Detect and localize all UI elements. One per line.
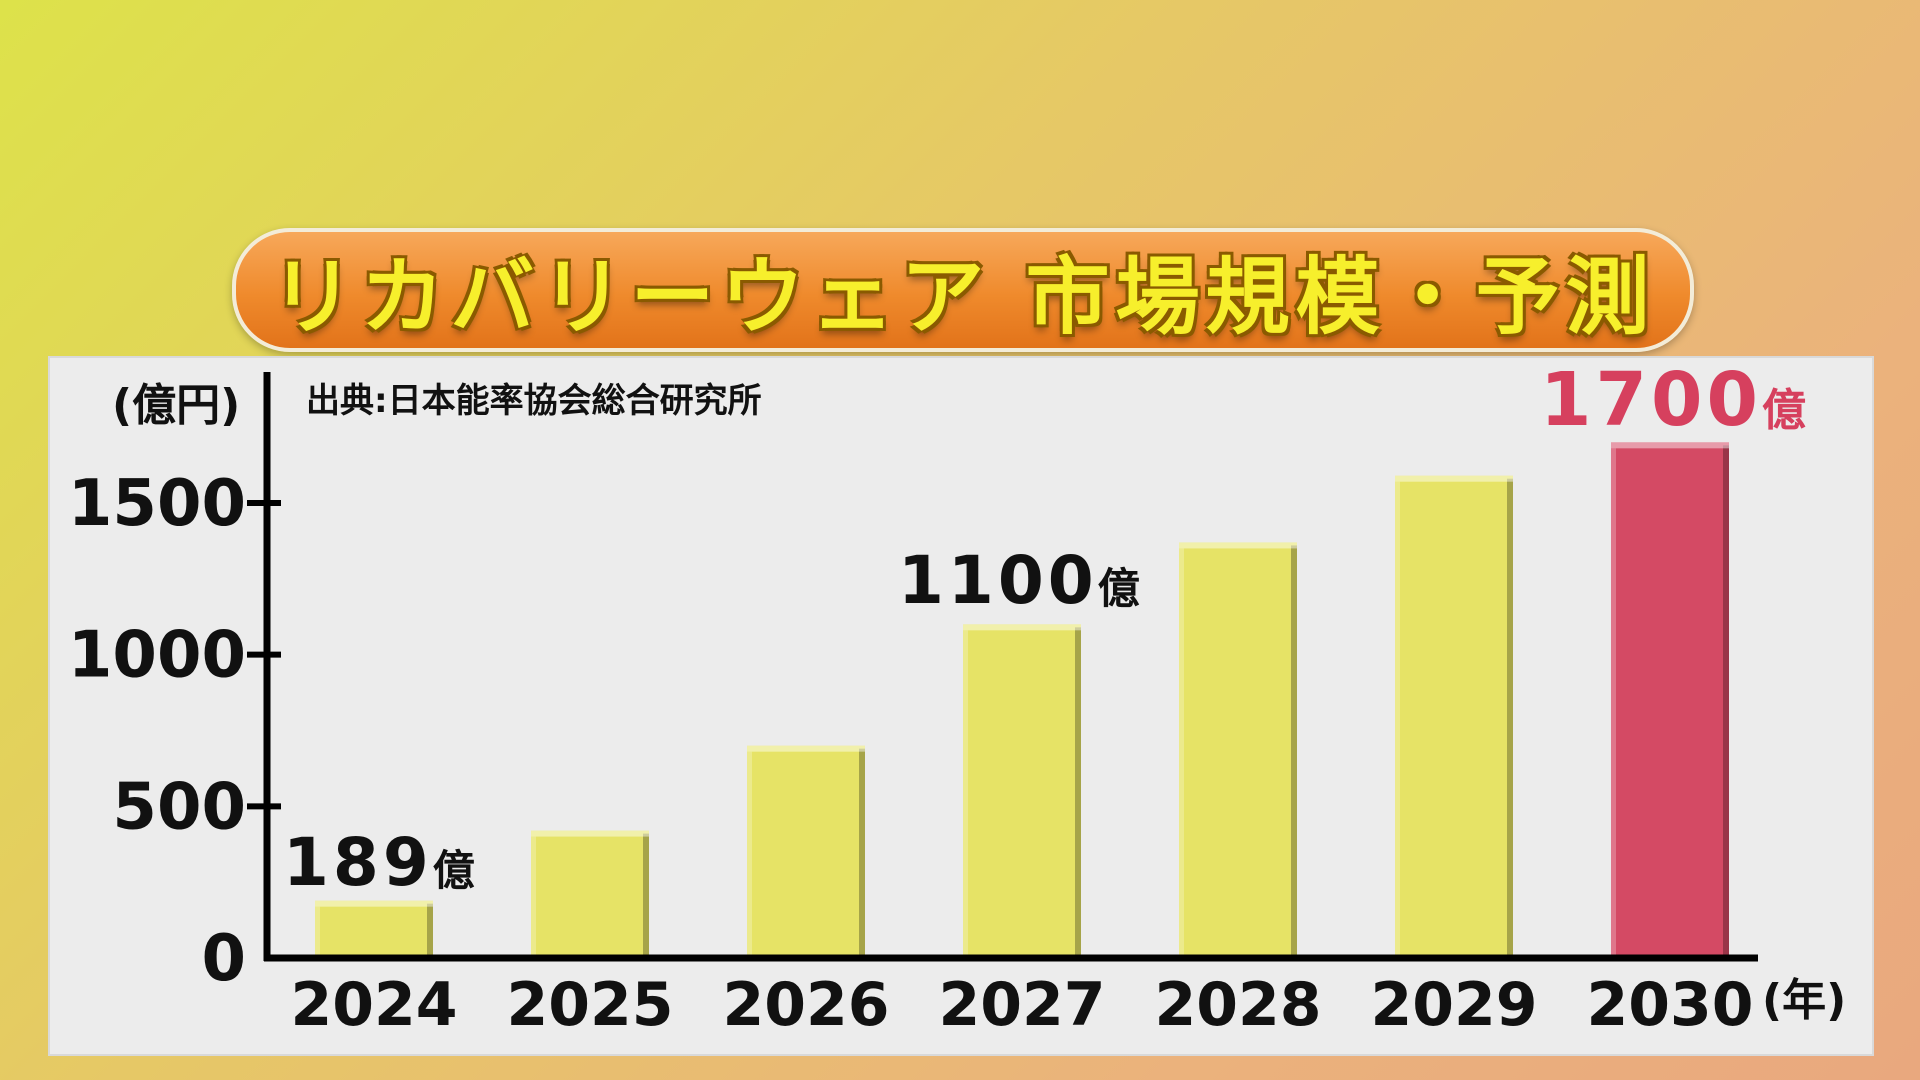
- data-label-unit: 億: [433, 846, 479, 895]
- bar-top-highlight: [1179, 542, 1297, 549]
- bar-side-shade: [427, 903, 433, 958]
- bar-left-highlight: [1395, 481, 1400, 958]
- bar-2029: [1395, 475, 1513, 958]
- chart-title-banner: リカバリーウェア 市場規模・予測: [232, 228, 1694, 352]
- bar-top-highlight: [1611, 442, 1729, 449]
- bar-top-highlight: [315, 900, 433, 907]
- x-tick-label: 2029: [1371, 970, 1538, 1040]
- bar-2027: [963, 624, 1081, 958]
- bar-left-highlight: [1179, 548, 1184, 958]
- bar-left-highlight: [531, 836, 536, 958]
- bar-top-highlight: [747, 745, 865, 752]
- y-tick-label: 500: [112, 770, 246, 844]
- x-tick-label: 2030: [1587, 970, 1754, 1040]
- bar-2025: [531, 830, 649, 958]
- bar-top-highlight: [531, 830, 649, 837]
- data-label-value: 1100: [898, 542, 1098, 619]
- y-tick-label: 1000: [68, 619, 246, 693]
- bar-side-shade: [1075, 627, 1081, 958]
- bar-body: [747, 745, 865, 958]
- bar-top-highlight: [1395, 475, 1513, 482]
- axes-group: [247, 372, 1758, 962]
- x-tick-label: 2024: [291, 970, 458, 1040]
- x-axis-label: (年): [1762, 975, 1846, 1026]
- bar-left-highlight: [315, 906, 320, 958]
- data-label-unit: 億: [1762, 385, 1810, 436]
- bars-group: [315, 442, 1729, 958]
- y-tick-label: 0: [201, 922, 246, 996]
- bar-2028: [1179, 542, 1297, 958]
- bar-left-highlight: [747, 751, 752, 958]
- bar-side-shade: [1507, 478, 1513, 958]
- y-axis-label: (億円): [112, 380, 240, 431]
- ticks-group: 2024 2025 2026 2027 2028 2029 2030 0 500 1000 1500: [68, 467, 1754, 1040]
- bar-side-shade: [1291, 545, 1297, 958]
- bar-side-shade: [643, 833, 649, 958]
- data-label-value: 189: [283, 824, 433, 901]
- bar-body: [1395, 475, 1513, 958]
- bar-body: [1611, 442, 1729, 958]
- data-label-2030: 1700億: [1540, 357, 1810, 443]
- data-label-unit: 億: [1098, 564, 1144, 613]
- bar-2024: [315, 900, 433, 958]
- bar-side-shade: [859, 748, 865, 958]
- bar-body: [531, 830, 649, 958]
- y-tick-label: 1500: [68, 467, 246, 541]
- data-label-value: 1700: [1540, 357, 1762, 443]
- bar-top-highlight: [963, 624, 1081, 631]
- data-label-2027: 1100億: [898, 542, 1144, 619]
- bar-body: [963, 624, 1081, 958]
- x-tick-label: 2028: [1155, 970, 1322, 1040]
- source-note: 出典:日本能率協会総合研究所: [306, 381, 762, 421]
- bar-left-highlight: [963, 630, 968, 958]
- chart-title: リカバリーウェア 市場規模・予測: [270, 247, 1656, 346]
- data-label-2024: 189億: [283, 824, 479, 901]
- x-tick-label: 2026: [723, 970, 890, 1040]
- bar-2030: [1611, 442, 1729, 958]
- bar-side-shade: [1723, 445, 1729, 958]
- bar-left-highlight: [1611, 448, 1616, 958]
- x-tick-label: 2025: [507, 970, 674, 1040]
- x-tick-label: 2027: [939, 970, 1106, 1040]
- bar-body: [315, 900, 433, 958]
- bar-2026: [747, 745, 865, 958]
- bar-body: [1179, 542, 1297, 958]
